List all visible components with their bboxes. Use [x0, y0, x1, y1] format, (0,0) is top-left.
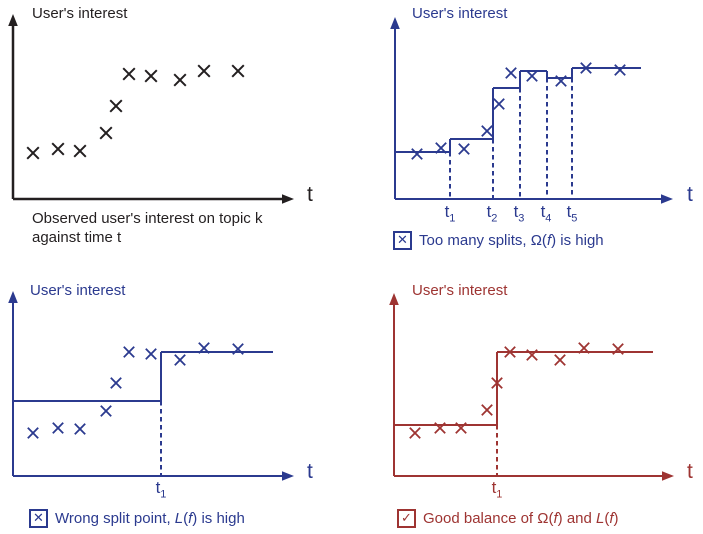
cross-marker [198, 342, 210, 354]
caption-text: Wrong split point, L(f) is high [55, 510, 245, 527]
cross-marker [145, 348, 157, 360]
x-axis-arrow [662, 471, 674, 481]
boxed-x-icon: ✕ [393, 231, 412, 250]
x-axis-arrow [282, 471, 294, 481]
cross-marker [51, 142, 65, 156]
panel-too-many-splits-xaxis-label: t [687, 183, 693, 206]
caption-line-2: against time t [32, 229, 122, 246]
cross-marker [110, 377, 122, 389]
split-label-good-balance-1: t1 [491, 478, 503, 501]
cross-marker [122, 67, 136, 81]
cross-marker [526, 349, 538, 361]
cross-marker [455, 422, 467, 434]
cross-marker [173, 73, 187, 87]
split-label-wrong-split-point-1: t1 [155, 478, 167, 501]
caption-text: Good balance of Ω(f) and L(f) [423, 510, 619, 527]
cross-marker [435, 142, 447, 154]
x-axis-arrow [282, 194, 294, 204]
caption-line-1: Observed user's interest on topic k [32, 210, 263, 227]
cross-marker [144, 69, 158, 83]
cross-marker [197, 64, 211, 78]
cross-marker [434, 422, 446, 434]
cross-marker [493, 98, 505, 110]
cross-marker [232, 343, 244, 355]
panel-good-balance-title: User's interest [412, 282, 508, 299]
x-axis-arrow [661, 194, 673, 204]
cross-marker [580, 62, 592, 74]
split-label-too-many-splits-2: t2 [486, 202, 498, 225]
y-axis-arrow [8, 291, 18, 303]
cross-marker [231, 64, 245, 78]
cross-marker [100, 405, 112, 417]
cross-marker [73, 144, 87, 158]
cross-marker [526, 70, 538, 82]
panel-wrong-split-title: User's interest [30, 282, 126, 299]
cross-marker [612, 343, 624, 355]
panel-wrong-split-xaxis-label: t [307, 460, 313, 483]
cross-marker [504, 346, 516, 358]
split-label-too-many-splits-5: t5 [566, 202, 578, 225]
split-label-too-many-splits-4: t4 [540, 202, 552, 225]
panel-observed-xaxis-label: t [307, 183, 313, 206]
cross-marker [554, 354, 566, 366]
y-axis-arrow [389, 293, 399, 305]
boxed-x-icon: ✕ [29, 509, 48, 528]
cross-marker [481, 404, 493, 416]
boxed-check-icon: ✓ [397, 509, 416, 528]
panel-wrong-split-point-graphics [8, 291, 294, 481]
cross-marker [99, 126, 113, 140]
panel-too-many-splits-caption: ✕ Too many splits, Ω(f) is high [393, 231, 604, 250]
cross-marker [174, 354, 186, 366]
cross-marker [74, 423, 86, 435]
panel-good-balance-graphics [389, 293, 674, 481]
cross-marker [109, 99, 123, 113]
cross-marker [27, 427, 39, 439]
panel-too-many-splits-graphics [390, 17, 673, 204]
panel-good-balance-caption: ✓ Good balance of Ω(f) and L(f) [397, 509, 619, 528]
cross-marker [123, 346, 135, 358]
cross-marker [458, 143, 470, 155]
cross-marker [505, 67, 517, 79]
cross-marker [481, 125, 493, 137]
cross-marker [578, 342, 590, 354]
panel-observed-graphics [8, 14, 294, 204]
panel-observed-title: User's interest [32, 5, 128, 22]
caption-text: Too many splits, Ω(f) is high [419, 232, 604, 249]
panel-too-many-splits-title: User's interest [412, 5, 508, 22]
split-label-too-many-splits-1: t1 [444, 202, 456, 225]
cross-marker [411, 148, 423, 160]
panel-observed-caption: Observed user's interest on topic k agai… [32, 209, 262, 247]
y-axis-arrow [8, 14, 18, 26]
cross-marker [491, 377, 503, 389]
cross-marker [409, 427, 421, 439]
panel-wrong-split-caption: ✕ Wrong split point, L(f) is high [29, 509, 245, 528]
panel-good-balance-xaxis-label: t [687, 460, 693, 483]
y-axis-arrow [390, 17, 400, 29]
cross-marker [52, 422, 64, 434]
cross-marker [26, 146, 40, 160]
split-label-too-many-splits-3: t3 [513, 202, 525, 225]
cross-marker [614, 64, 626, 76]
cross-marker [555, 75, 567, 87]
